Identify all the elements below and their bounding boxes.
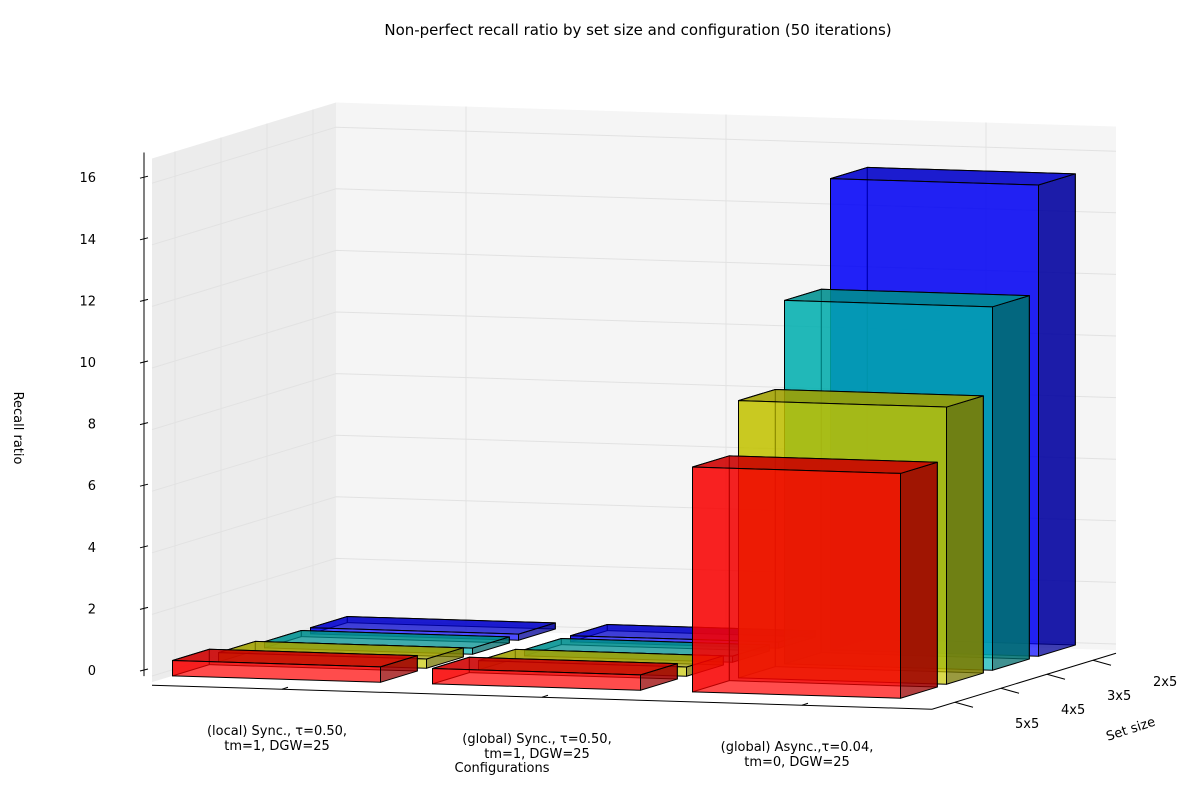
x-axis-label: Configurations <box>455 761 550 776</box>
z-tick <box>139 360 149 364</box>
y-tick <box>954 701 974 708</box>
y-tick <box>1092 659 1112 666</box>
chart-title: Non-perfect recall ratio by set size and… <box>384 21 891 39</box>
bar-face <box>172 659 381 683</box>
z-tick-label: 0 <box>88 664 96 679</box>
bar <box>432 656 678 691</box>
z-tick-label: 12 <box>79 294 96 309</box>
x-tick <box>801 702 809 706</box>
axis-labels: 0 2 4 6 8 10 12 14 16 Recall ratio (local) Sync., … <box>10 171 1177 776</box>
bar-face <box>900 461 938 699</box>
z-tick-label: 2 <box>88 602 96 617</box>
axis-lines <box>139 152 1117 710</box>
side-pane <box>152 102 336 683</box>
x-tick-label: (global) Async.,τ=0.04, tm=0, DGW=25 <box>721 740 874 770</box>
y-axis-label: Set size <box>1104 715 1157 745</box>
z-tick-label: 4 <box>88 541 96 556</box>
y-tick <box>1000 687 1020 694</box>
y-tick-label: 5x5 <box>1015 717 1039 732</box>
bar-face <box>692 466 901 699</box>
bar-face <box>992 295 1030 671</box>
y-tick-label: 3x5 <box>1107 689 1131 704</box>
bar <box>692 455 938 699</box>
z-tick <box>139 422 149 426</box>
z-tick-label: 6 <box>88 479 96 494</box>
y-tick-label: 4x5 <box>1061 703 1085 718</box>
grid-line <box>151 126 1117 184</box>
z-tick-label: 16 <box>79 171 96 186</box>
y-tick <box>1046 673 1066 680</box>
z-tick-label: 8 <box>88 418 96 433</box>
x-tick-label: (global) Sync., τ=0.50, tm=1, DGW=25 <box>462 732 611 762</box>
bar-face <box>946 395 984 685</box>
x-tick <box>281 686 289 690</box>
z-tick <box>139 606 149 610</box>
z-tick <box>139 483 149 487</box>
z-tick-label: 10 <box>79 356 96 371</box>
x-tick <box>541 694 549 698</box>
z-tick <box>139 175 149 179</box>
bar <box>172 648 418 683</box>
z-tick <box>139 298 149 302</box>
z-tick-label: 14 <box>79 233 96 248</box>
x-tick-label: (local) Sync., τ=0.50, tm=1, DGW=25 <box>207 724 347 754</box>
bar-face <box>432 667 641 691</box>
bar-face <box>1038 173 1076 657</box>
y-tick-label: 2x5 <box>1153 675 1177 690</box>
y-axis-line <box>931 652 1117 710</box>
z-axis-label: Recall ratio <box>10 392 25 465</box>
z-tick <box>139 237 149 241</box>
bars <box>172 166 1076 699</box>
z-tick <box>139 545 149 549</box>
z-tick <box>139 668 149 672</box>
